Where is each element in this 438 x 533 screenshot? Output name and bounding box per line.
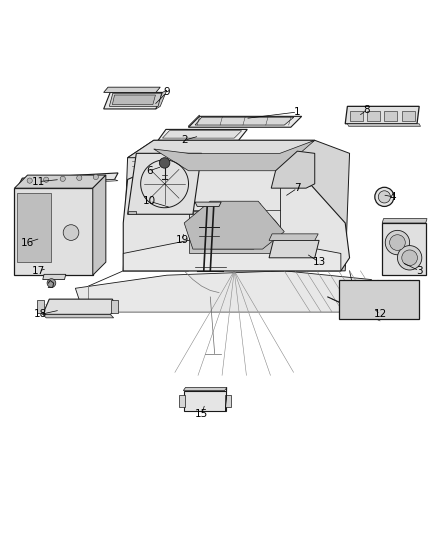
Text: 17: 17 (32, 266, 45, 276)
Polygon shape (154, 140, 315, 154)
Polygon shape (195, 117, 294, 125)
Polygon shape (127, 154, 201, 214)
Circle shape (93, 174, 99, 180)
Text: 6: 6 (146, 166, 153, 176)
Polygon shape (113, 95, 155, 104)
Polygon shape (195, 202, 221, 206)
Polygon shape (110, 93, 162, 107)
Polygon shape (269, 234, 318, 240)
Circle shape (385, 230, 410, 255)
Circle shape (378, 191, 391, 203)
Polygon shape (269, 240, 319, 258)
Circle shape (44, 177, 49, 182)
Polygon shape (43, 314, 114, 318)
Polygon shape (104, 87, 160, 92)
Text: 15: 15 (195, 409, 208, 419)
Polygon shape (193, 211, 201, 214)
Circle shape (402, 250, 417, 265)
Text: 13: 13 (312, 257, 326, 267)
Circle shape (47, 279, 56, 287)
Polygon shape (184, 201, 284, 249)
Polygon shape (225, 395, 231, 407)
Circle shape (63, 225, 79, 240)
Polygon shape (111, 301, 118, 313)
Polygon shape (226, 387, 227, 411)
Text: 1: 1 (294, 107, 300, 117)
Text: 4: 4 (390, 192, 396, 202)
Text: 12: 12 (374, 309, 387, 319)
Circle shape (375, 187, 394, 206)
Circle shape (60, 176, 65, 181)
Polygon shape (37, 301, 44, 313)
Polygon shape (382, 223, 426, 275)
Text: 16: 16 (21, 238, 34, 247)
Polygon shape (271, 140, 350, 271)
Polygon shape (14, 188, 93, 275)
Text: 10: 10 (143, 196, 156, 206)
Polygon shape (271, 151, 315, 188)
Polygon shape (123, 154, 350, 271)
Polygon shape (19, 173, 118, 184)
Polygon shape (184, 387, 227, 391)
Text: 19: 19 (175, 236, 189, 245)
Polygon shape (382, 219, 427, 223)
Polygon shape (179, 395, 185, 407)
Bar (385, 111, 397, 120)
Polygon shape (127, 140, 315, 158)
Polygon shape (43, 274, 66, 279)
Polygon shape (17, 192, 51, 262)
Text: 11: 11 (32, 176, 45, 187)
Polygon shape (75, 271, 380, 312)
Polygon shape (347, 124, 420, 126)
Polygon shape (158, 130, 247, 140)
Polygon shape (210, 214, 258, 249)
Polygon shape (43, 299, 117, 314)
Polygon shape (123, 240, 341, 271)
Polygon shape (154, 140, 315, 171)
Polygon shape (188, 240, 280, 254)
Text: 8: 8 (364, 105, 370, 115)
Polygon shape (184, 391, 226, 411)
Polygon shape (188, 115, 199, 127)
Circle shape (77, 175, 82, 181)
Bar (367, 111, 380, 120)
Bar (402, 111, 415, 120)
Polygon shape (14, 175, 106, 188)
Text: 7: 7 (294, 183, 300, 193)
Circle shape (397, 246, 422, 270)
Polygon shape (127, 211, 136, 214)
Polygon shape (19, 180, 118, 186)
Circle shape (27, 178, 32, 183)
Text: 9: 9 (163, 87, 170, 98)
Circle shape (159, 158, 170, 168)
Polygon shape (123, 140, 193, 271)
Polygon shape (104, 92, 162, 109)
Polygon shape (345, 107, 419, 124)
Polygon shape (156, 90, 167, 109)
Polygon shape (93, 175, 106, 275)
Polygon shape (339, 279, 419, 319)
Polygon shape (162, 131, 242, 138)
Polygon shape (188, 116, 302, 127)
Text: 3: 3 (416, 266, 423, 276)
Text: 2: 2 (181, 135, 187, 146)
Circle shape (390, 235, 405, 251)
Bar (350, 111, 363, 120)
Text: 18: 18 (34, 309, 47, 319)
